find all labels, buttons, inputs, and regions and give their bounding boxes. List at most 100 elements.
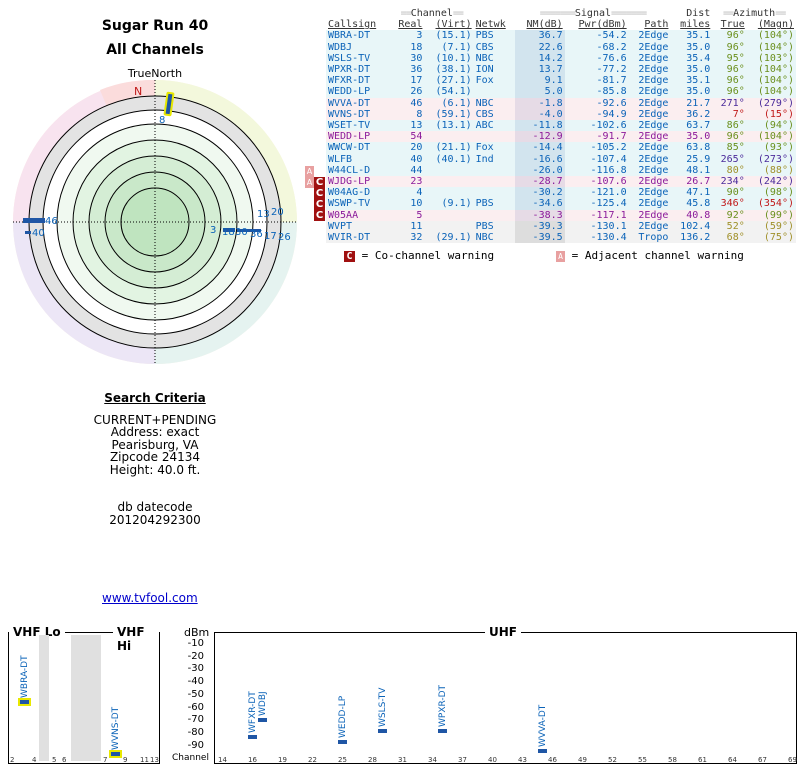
radar-label-30: 30 bbox=[235, 227, 248, 238]
col-netwk: Netwk bbox=[475, 19, 506, 31]
callsign-cell: WBRA-DT bbox=[326, 30, 390, 42]
virt-cell bbox=[424, 176, 474, 188]
real-cell: 26 bbox=[389, 86, 425, 98]
path-cell: 2Edge bbox=[628, 142, 671, 154]
virt-cell bbox=[424, 187, 474, 199]
callsign-cell: WEDD-LP bbox=[326, 131, 390, 143]
station-marker bbox=[109, 749, 122, 758]
station-label: WPXR-DT bbox=[438, 685, 448, 728]
virt-cell: (29.1) bbox=[424, 232, 474, 244]
dist-cell: 35.0 bbox=[670, 64, 713, 76]
nm-cell: -11.8 bbox=[515, 120, 565, 132]
azimuth-true-cell: 92° bbox=[712, 209, 747, 221]
page-subtitle: All Channels bbox=[106, 42, 204, 58]
azimuth-true-cell: 68° bbox=[712, 232, 747, 244]
nm-cell: -34.6 bbox=[515, 198, 565, 210]
netwk-cell bbox=[473, 164, 516, 177]
uhf-channel-tick: 14 bbox=[218, 756, 227, 764]
pwr-cell: -54.2 bbox=[564, 30, 629, 42]
search-criteria-header: Search Criteria bbox=[104, 391, 206, 405]
table-row: WDBJ 18 (7.1) CBS 22.6 -68.2 2Edge 35.0 96° (104°… bbox=[326, 41, 796, 53]
table-row: W05AA 5 -38.3 -117.1 2Edge 40.8 92° (99°) bbox=[326, 209, 796, 221]
azimuth-magn-cell: (98°) bbox=[746, 187, 796, 199]
real-cell: 11 bbox=[389, 220, 425, 233]
radar-label-40: 40 bbox=[32, 228, 45, 239]
station-label: WVVA-DT bbox=[538, 704, 548, 747]
callsign-cell: WVNS-DT bbox=[326, 108, 390, 121]
netwk-cell bbox=[473, 187, 516, 199]
virt-cell bbox=[424, 209, 474, 221]
station-marker bbox=[378, 728, 387, 733]
nm-cell: 9.1 bbox=[515, 75, 565, 87]
adjacent-warning-badge: A bbox=[305, 166, 314, 177]
uhf-channel-tick: 43 bbox=[518, 756, 527, 764]
radar-label-3: 3 bbox=[210, 225, 217, 236]
path-cell: 2Edge bbox=[628, 86, 671, 98]
group-channel: Channel bbox=[410, 8, 453, 19]
pwr-cell: -125.4 bbox=[564, 198, 629, 210]
netwk-cell: NBC bbox=[473, 97, 516, 109]
nm-cell: -39.5 bbox=[515, 232, 565, 244]
azimuth-true-cell: 346° bbox=[712, 198, 747, 210]
table-row: W04AG-D 4 -30.2 -121.0 2Edge 47.1 90° (98°) bbox=[326, 187, 796, 199]
real-cell: 40 bbox=[389, 153, 425, 165]
dist-cell: 102.4 bbox=[670, 220, 713, 233]
pwr-cell: -94.9 bbox=[564, 108, 629, 121]
callsign-cell: WSWP-TV bbox=[326, 198, 390, 210]
path-cell: 2Edge bbox=[628, 120, 671, 132]
table-row: WEDD-LP 26 (54.1) 5.0 -85.8 2Edge 35.0 96° (104°… bbox=[326, 86, 796, 98]
radar-label-20: 20 bbox=[271, 207, 284, 218]
search-criteria: Search Criteria CURRENT+PENDING Address:… bbox=[55, 392, 255, 526]
azimuth-magn-cell: (104°) bbox=[746, 86, 796, 98]
dist-cell: 47.1 bbox=[670, 187, 713, 199]
search-line: Pearisburg, VA bbox=[111, 437, 199, 452]
pwr-cell: -102.6 bbox=[564, 120, 629, 132]
virt-cell: (54.1) bbox=[424, 86, 474, 98]
station-marker bbox=[258, 717, 267, 722]
legend-cochannel-text: = Co-channel warning bbox=[361, 249, 495, 262]
pwr-cell: -130.4 bbox=[564, 232, 629, 244]
adjacent-warning-badge: A bbox=[305, 177, 314, 188]
db-datecode-label: db datecode bbox=[117, 500, 193, 514]
vhf-lo-title: VHF Lo bbox=[9, 625, 65, 639]
vhf-channel-tick: 9 bbox=[123, 756, 128, 764]
pwr-cell: -68.2 bbox=[564, 41, 629, 53]
netwk-cell: ION bbox=[473, 64, 516, 76]
pwr-cell: -121.0 bbox=[564, 187, 629, 199]
vhf-hi-title: VHF Hi bbox=[113, 625, 159, 653]
real-cell: 10 bbox=[389, 198, 425, 210]
channel-axis-label: Channel bbox=[172, 753, 209, 763]
dist-cell: 48.1 bbox=[670, 164, 713, 177]
group-signal: Signal bbox=[574, 8, 612, 19]
dbm-label: dBm bbox=[184, 626, 210, 639]
azimuth-true-cell: 96° bbox=[712, 64, 747, 76]
path-cell: 2Edge bbox=[628, 131, 671, 143]
azimuth-true-cell: 90° bbox=[712, 187, 747, 199]
uhf-channel-tick: 55 bbox=[638, 756, 647, 764]
path-cell: 2Edge bbox=[628, 187, 671, 199]
tvfool-link[interactable]: www.tvfool.com bbox=[102, 591, 198, 605]
dist-cell: 36.2 bbox=[670, 108, 713, 121]
azimuth-magn-cell: (15°) bbox=[746, 108, 796, 121]
table-row: WVPT 11 PBS -39.3 -130.1 2Edge 102.4 52° (59°) bbox=[326, 220, 796, 233]
nm-cell: -30.2 bbox=[515, 187, 565, 199]
real-cell: 18 bbox=[389, 41, 425, 53]
station-label: WEDD-LP bbox=[338, 696, 348, 739]
col-path: Path bbox=[644, 19, 669, 31]
vhf-channel-tick: 2 bbox=[10, 756, 15, 764]
azimuth-magn-cell: (103°) bbox=[746, 52, 796, 65]
uhf-channel-tick: 61 bbox=[698, 756, 707, 764]
nm-cell: -16.6 bbox=[515, 153, 565, 165]
col-miles: miles bbox=[680, 19, 711, 31]
uhf-channel-tick: 52 bbox=[608, 756, 617, 764]
nm-cell: -38.3 bbox=[515, 209, 565, 221]
virt-cell: (6.1) bbox=[424, 97, 474, 109]
table-row: WJDG-LP 23 -28.7 -107.6 2Edge 26.7 234° (242°) bbox=[326, 176, 796, 188]
callsign-cell: WVPT bbox=[326, 220, 390, 233]
search-line: Address: exact bbox=[110, 425, 200, 439]
dist-cell: 26.7 bbox=[670, 176, 713, 188]
path-cell: 2Edge bbox=[628, 108, 671, 121]
uhf-channel-tick: 64 bbox=[728, 756, 737, 764]
table-row: WVNS-DT 8 (59.1) CBS -4.0 -94.9 2Edge 36.2 7° (15… bbox=[326, 108, 796, 121]
col-virt: (Virt) bbox=[435, 19, 472, 31]
